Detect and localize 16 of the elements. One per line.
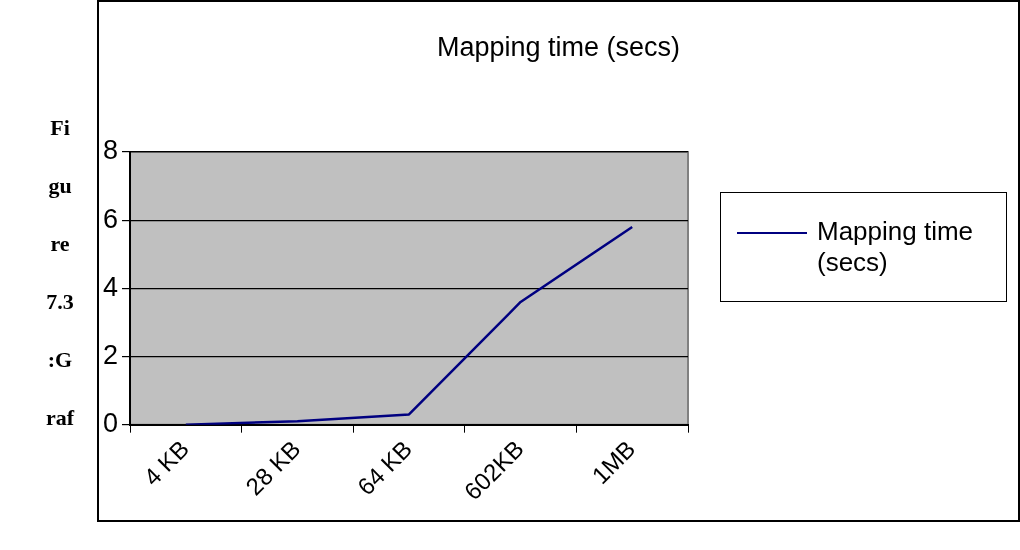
y-tick-label: 0 (102, 408, 119, 439)
y-tick-label: 4 (102, 271, 119, 302)
text: 7.3 (45, 289, 75, 316)
y-tick-label: 2 (102, 339, 119, 370)
y-tick-label: 8 (102, 135, 119, 166)
chart-title: Mapping time (secs) (435, 32, 682, 63)
x-tick-label: 64 KB (351, 434, 418, 501)
x-tick-label: 28 KB (240, 434, 306, 501)
x-tick-label: 4 KB (138, 434, 195, 491)
legend-label: Mapping time (secs) (817, 216, 975, 278)
text: gu (47, 173, 73, 200)
text: :G (46, 347, 74, 374)
text: raf (44, 405, 76, 432)
text: Fi (49, 115, 71, 142)
y-tick-label: 6 (102, 203, 119, 234)
text: re (49, 231, 71, 258)
